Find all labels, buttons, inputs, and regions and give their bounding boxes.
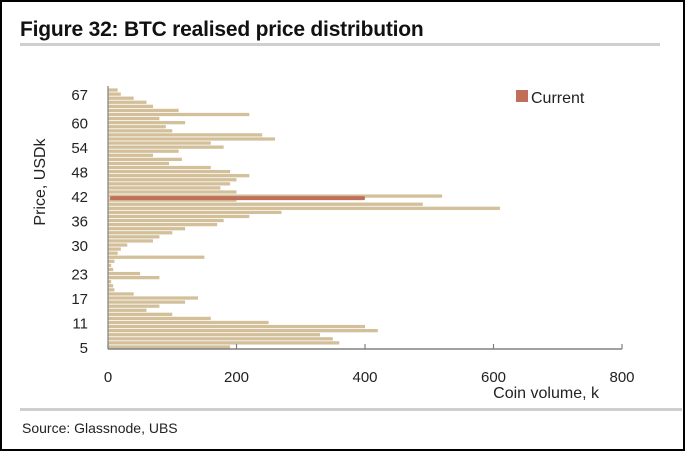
bar-41k [108,198,237,202]
bar-7k [108,337,333,341]
y-tick-label-67: 67 [71,87,88,104]
bar-46k [108,178,237,182]
bar-44k [108,186,221,190]
bar-58k [108,129,173,133]
bar-29k [108,247,121,251]
bar-50k [108,161,170,166]
bar-51k [108,157,182,162]
y-tick-label-48: 48 [71,165,88,182]
bar-57k [108,133,263,137]
bar-15k [108,304,160,308]
bar-19k [108,288,115,292]
title-divider [20,43,660,46]
bar-12k [108,316,211,321]
bar-39k [108,206,500,210]
current-group [110,196,365,201]
bar-36k [108,218,224,223]
x-tick-label-200: 200 [224,369,249,386]
y-tick-label-11: 11 [72,316,88,333]
bar-38k [108,210,282,215]
y-tick-label-17: 17 [71,291,88,308]
bar-40k [108,202,423,206]
bar-27k [108,255,205,259]
current-price-bar [110,196,365,201]
bar-18k [108,292,134,296]
bar-6k [108,341,340,345]
y-tick-label-30: 30 [71,238,88,255]
bar-61k [108,116,160,121]
bar-23k [108,271,141,276]
legend-label-current: Current [531,90,585,107]
x-axis-title: Coin volume, k [493,385,600,402]
bar-14k [108,308,147,312]
bar-68k [108,88,118,92]
x-tick-label-600: 600 [481,369,506,386]
bar-53k [108,149,179,153]
bar-28k [108,251,118,255]
bar-26k [108,259,115,263]
y-tick-label-60: 60 [71,116,88,133]
bar-17k [108,296,198,300]
source-note: Source: Glassnode, UBS [22,420,178,436]
bar-42k [108,194,443,198]
x-tick-label-0: 0 [104,369,112,386]
bar-67k [108,92,121,96]
bar-31k [108,239,153,243]
bar-34k [108,227,186,231]
bar-64k [108,104,153,108]
bar-66k [108,96,134,100]
figure-title: Figure 32: BTC realised price distributi… [20,18,424,41]
y-tick-label-36: 36 [71,214,88,231]
bar-56k [108,137,276,141]
bar-48k [108,169,231,174]
y-tick-label-54: 54 [71,140,88,157]
bar-22k [108,275,160,280]
bar-55k [108,141,211,145]
bar-25k [108,263,112,268]
x-tick-label-800: 800 [609,369,634,386]
bar-13k [108,312,173,316]
bar-63k [108,108,179,113]
y-tick-label-42: 42 [71,189,88,206]
bar-21k [108,280,112,284]
bar-37k [108,214,250,219]
bar-33k [108,231,173,235]
bar-10k [108,324,365,329]
bar-60k [108,121,186,125]
bar-45k [108,182,231,186]
bar-59k [108,125,166,129]
bar-24k [108,267,114,272]
y-axis-title: Price, USDk [32,137,49,225]
bar-32k [108,235,160,239]
bar-16k [108,300,186,304]
x-tick-label-400: 400 [352,369,377,386]
bar-11k [108,320,269,325]
axes-group: 0 200 400 600 800 5 11 17 23 30 36 42 48 54 60 67 [71,86,635,386]
y-tick-label-23: 23 [71,267,88,284]
bars-group [108,88,500,349]
bar-30k [108,243,128,247]
bar-8k [108,333,321,337]
bar-5k [108,345,231,349]
y-tick-label-5: 5 [80,340,88,357]
bar-47k [108,174,250,178]
bar-65k [108,100,147,104]
legend: Current [516,90,585,107]
legend-swatch-current [516,90,528,102]
bar-52k [108,153,153,157]
bar-43k [108,190,237,194]
bar-54k [108,145,224,149]
footer-divider [20,408,682,411]
bar-9k [108,329,378,333]
bar-35k [108,222,218,227]
bar-62k [108,112,250,117]
bar-49k [108,165,211,170]
bar-20k [108,284,114,288]
